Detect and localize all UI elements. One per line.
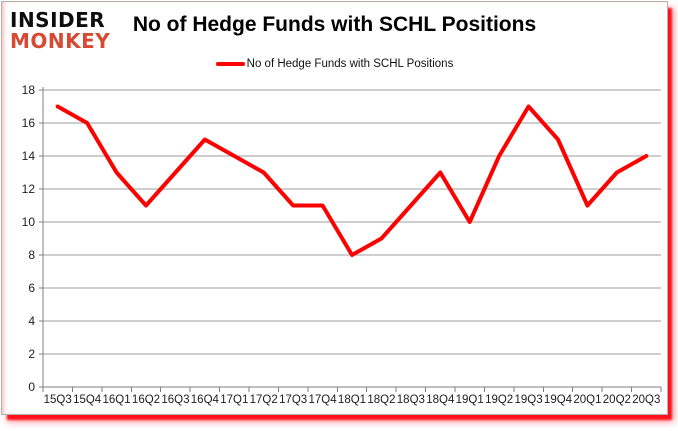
x-axis-label: 17Q1 bbox=[220, 394, 248, 406]
x-axis-label: 19Q3 bbox=[515, 394, 543, 406]
x-axis-label: 16Q1 bbox=[103, 394, 131, 406]
x-axis-label: 17Q2 bbox=[250, 394, 278, 406]
x-axis-label: 19Q2 bbox=[485, 394, 513, 406]
y-axis-label: 4 bbox=[28, 314, 35, 328]
x-axis-label: 15Q4 bbox=[73, 394, 102, 406]
x-axis-label: 17Q4 bbox=[309, 394, 338, 406]
y-axis-label: 16 bbox=[22, 116, 36, 130]
y-axis-label: 10 bbox=[22, 215, 36, 229]
legend: No of Hedge Funds with SCHL Positions bbox=[2, 58, 667, 70]
logo-text-insider: INSIDER bbox=[10, 8, 106, 32]
y-axis-label: 6 bbox=[28, 281, 35, 295]
legend-line-swatch bbox=[215, 62, 245, 66]
logo-text-monkey: MONKEY bbox=[10, 29, 111, 53]
y-axis-label: 18 bbox=[22, 83, 36, 97]
x-axis-label: 20Q1 bbox=[573, 394, 601, 406]
chart-card: INSIDER MONKEY No of Hedge Funds with SC… bbox=[1, 1, 668, 415]
y-axis-label: 14 bbox=[22, 149, 36, 163]
y-axis-label: 8 bbox=[28, 248, 35, 262]
x-axis-label: 18Q2 bbox=[367, 394, 395, 406]
y-axis-label: 12 bbox=[22, 182, 36, 196]
chart-title: No of Hedge Funds with SCHL Positions bbox=[132, 13, 537, 36]
x-axis-label: 16Q4 bbox=[191, 394, 220, 406]
x-axis-label: 17Q3 bbox=[279, 394, 307, 406]
legend-label: No of Hedge Funds with SCHL Positions bbox=[246, 58, 454, 70]
y-axis-label: 2 bbox=[28, 347, 35, 361]
x-axis-label: 16Q2 bbox=[132, 394, 160, 406]
x-axis-label: 18Q3 bbox=[397, 394, 425, 406]
y-axis-label: 0 bbox=[28, 380, 35, 394]
x-axis-label: 19Q1 bbox=[456, 394, 484, 406]
insider-monkey-logo: INSIDER MONKEY bbox=[10, 10, 110, 52]
x-axis-label: 20Q3 bbox=[632, 394, 660, 406]
data-series-line bbox=[55, 104, 649, 257]
x-axis-label: 15Q3 bbox=[44, 394, 72, 406]
x-axis-label: 18Q1 bbox=[338, 394, 366, 406]
x-axis-label: 18Q4 bbox=[426, 394, 455, 406]
x-axis-label: 20Q2 bbox=[603, 394, 631, 406]
x-axis-label: 16Q3 bbox=[161, 394, 189, 406]
x-axis-label: 19Q4 bbox=[544, 394, 573, 406]
